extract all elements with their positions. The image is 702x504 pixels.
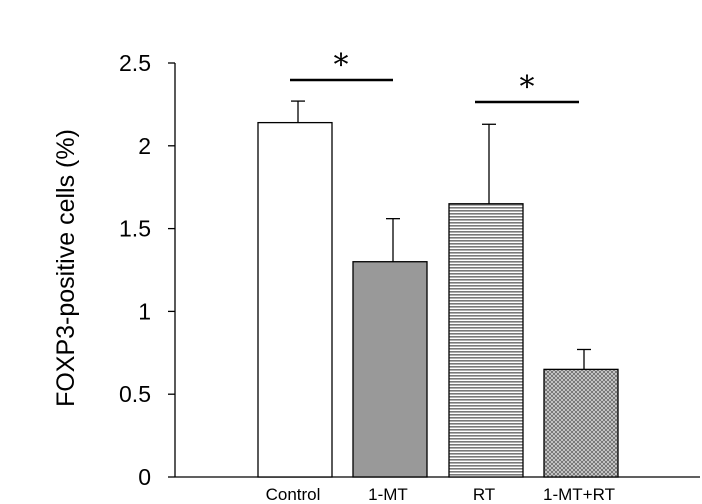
x-tick-labels: Control 1-MT RT 1-MT+RT: [266, 485, 615, 504]
y-ticks: 0 0.5 1 1.5 2 2.5: [119, 50, 175, 490]
bars: [257, 121, 619, 478]
x-tick-label: RT: [473, 485, 495, 504]
error-bars: [291, 100, 591, 370]
x-tick-label: 1-MT: [368, 485, 408, 504]
y-tick-label: 0.5: [119, 381, 151, 407]
axes: [174, 63, 700, 478]
significance-markers: **: [290, 48, 579, 105]
x-tick-label: 1-MT+RT: [543, 485, 615, 504]
x-tick-label: Control: [266, 485, 321, 504]
bar-control: [257, 121, 333, 478]
bar-rt: [448, 203, 524, 478]
y-tick-label: 1: [138, 298, 151, 324]
bar-1-mt-rt: [543, 368, 619, 478]
y-tick-label: 2.5: [119, 50, 151, 76]
y-axis-label: FOXP3-positive cells (%): [52, 129, 80, 407]
bar-1-mt: [352, 261, 428, 478]
significance-asterisk: *: [520, 70, 535, 105]
y-tick-label: 0: [138, 464, 151, 490]
y-tick-label: 1.5: [119, 216, 151, 242]
y-tick-label: 2: [138, 133, 151, 159]
significance-asterisk: *: [334, 48, 349, 83]
